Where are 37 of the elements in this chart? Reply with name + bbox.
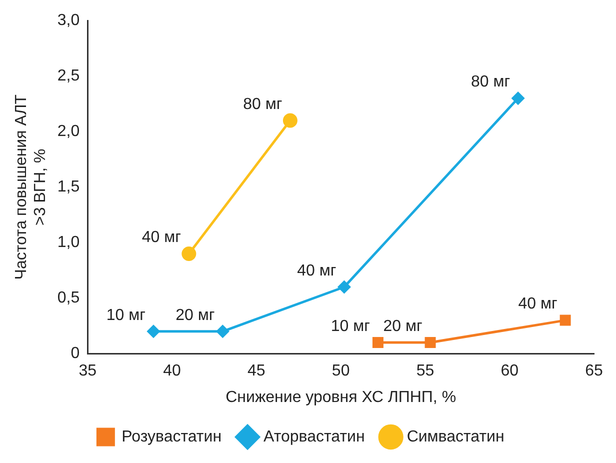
annotation: 40 мг bbox=[518, 296, 558, 313]
annotation: 80 мг bbox=[470, 74, 510, 91]
annotation: 40 мг bbox=[297, 262, 336, 280]
y-tick-label: 0 bbox=[70, 345, 80, 362]
point bbox=[560, 314, 571, 326]
annotation: 20 мг bbox=[176, 306, 215, 324]
annotation: 10 мг bbox=[330, 318, 370, 335]
point bbox=[216, 325, 229, 338]
point bbox=[147, 325, 160, 338]
x-tick-label: 45 bbox=[248, 362, 266, 380]
legend-label: Розувастатин bbox=[122, 428, 222, 446]
legend-label: Аторвастатин bbox=[264, 428, 365, 446]
point bbox=[338, 280, 350, 294]
point bbox=[512, 92, 524, 105]
y-tick-label: 1,5 bbox=[57, 178, 80, 196]
y-tick-label: 2,5 bbox=[57, 68, 80, 85]
point bbox=[282, 113, 298, 128]
x-tick-label: 40 bbox=[163, 362, 182, 380]
x-tick-label: 50 bbox=[332, 362, 350, 380]
legend-label: Симвастатин bbox=[406, 428, 504, 446]
annotation: 80 мг bbox=[243, 96, 282, 113]
point bbox=[372, 337, 384, 348]
x-tick-label: 65 bbox=[585, 362, 603, 380]
annotation: 10 мг bbox=[106, 306, 146, 324]
x-tick-label: 35 bbox=[78, 362, 97, 380]
y-axis-title: Частота повышения АЛТ >3 ВГН, % bbox=[13, 94, 50, 280]
y-tick-label: 3,0 bbox=[57, 12, 80, 30]
point bbox=[424, 337, 436, 348]
y-tick-label: 1,0 bbox=[57, 234, 80, 252]
annotation: 20 мг bbox=[383, 318, 422, 335]
y-tick-label: 0,5 bbox=[57, 290, 80, 307]
x-axis-title: Снижение уровня ХС ЛПНП, % bbox=[226, 388, 456, 406]
x-tick-label: 55 bbox=[416, 362, 434, 380]
y-tick-label: 2,0 bbox=[57, 123, 80, 140]
annotation: 40 мг bbox=[142, 229, 182, 246]
point bbox=[182, 246, 196, 261]
x-tick-label: 60 bbox=[500, 362, 519, 380]
